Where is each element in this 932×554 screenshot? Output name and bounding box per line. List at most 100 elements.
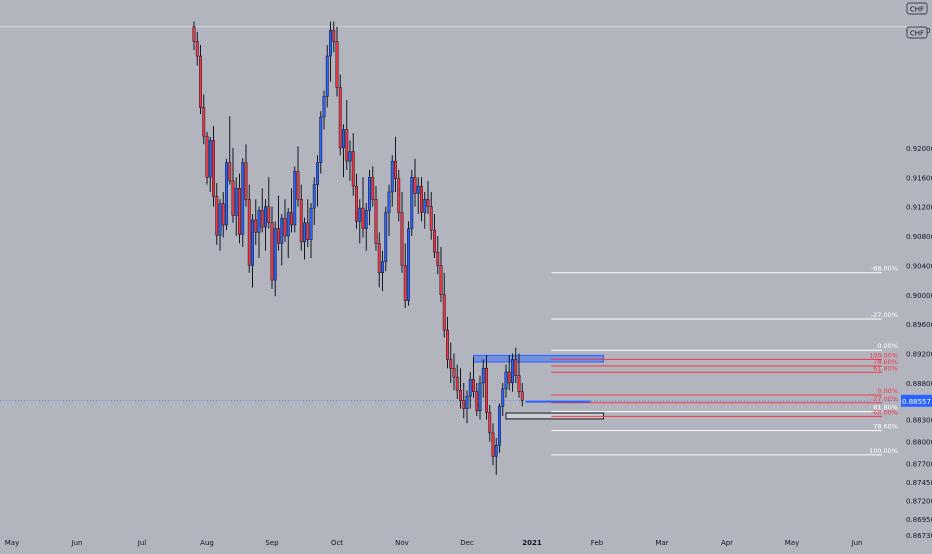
time-tick-label: Nov (395, 539, 409, 547)
candle-up (225, 162, 228, 226)
candle-up (322, 96, 326, 118)
candle-up (234, 188, 238, 216)
candle-down (195, 41, 199, 57)
candle-down (332, 30, 336, 42)
candle-up (498, 406, 501, 446)
candle-up (273, 228, 277, 281)
badges-layer: CHF CHF 0.88557 (901, 2, 932, 407)
symbol-badge-frame (906, 2, 928, 15)
candle-up (478, 382, 482, 412)
candle-down (238, 188, 241, 235)
candle-down (270, 222, 274, 281)
candle-down (472, 379, 475, 392)
candle-down (374, 199, 378, 244)
candle-up (293, 171, 297, 226)
candle-up (312, 184, 316, 209)
candle-down (306, 222, 310, 240)
candle-up (390, 160, 394, 193)
time-tick-label: Jun (851, 539, 863, 547)
symbol-badge[interactable]: CHF (906, 2, 928, 15)
candle-down (475, 391, 479, 412)
candle-up (280, 218, 284, 244)
candle-up (257, 210, 261, 233)
fib-level-label: 100.00% (869, 351, 898, 359)
candle-down (254, 219, 258, 233)
time-tick-label: Aug (200, 539, 214, 547)
candle-up (251, 219, 254, 266)
candle-up (358, 207, 362, 222)
candle-down (247, 199, 251, 266)
candle-up (368, 177, 371, 211)
candle-down (345, 129, 349, 162)
time-tick-label: Jul (137, 539, 147, 547)
candle-down (371, 177, 375, 200)
candle-up (381, 261, 384, 273)
candle-down (442, 294, 446, 331)
fib-level-label: -27.00% (871, 395, 898, 403)
fib-level-label: -27.00% (871, 311, 898, 319)
fib-level-label: 0.00% (877, 342, 898, 350)
candle-down (420, 185, 423, 213)
candle-down (426, 199, 430, 207)
candle-up (241, 162, 245, 235)
candle-down (212, 140, 215, 197)
candle-down (459, 390, 462, 401)
candle-up (218, 203, 222, 236)
candle-down (199, 55, 202, 108)
candle-down (231, 180, 235, 216)
candle-up (465, 395, 469, 409)
candle-down (433, 229, 436, 253)
candle-down (452, 367, 456, 378)
candle-down (517, 375, 521, 392)
time-axis[interactable]: May Jun Jul Aug Sep Oct Nov Dec 2021 Feb Mar Apr May… (5, 539, 863, 547)
candle-down (436, 251, 440, 266)
fib-level-label: 100.00% (869, 447, 898, 455)
fib-level-label: 78.60% (873, 423, 898, 431)
fib-level-label: -68.00% (871, 265, 898, 273)
candles-layer (192, 21, 524, 475)
time-tick-label: Sep (265, 539, 279, 547)
candle-down (277, 228, 280, 244)
candle-down (455, 376, 459, 391)
candle-down (244, 162, 248, 200)
candle-down (514, 359, 518, 376)
current-price-label: 0.88557 (902, 398, 931, 406)
candle-down (355, 185, 358, 222)
time-tick-label: Feb (591, 539, 604, 547)
time-tick-label: Mar (655, 539, 668, 547)
resistance-zone[interactable] (473, 354, 604, 363)
candle-down (397, 178, 401, 213)
time-tick-label: Oct (331, 539, 343, 547)
time-tick-label: May (785, 539, 799, 547)
candle-up (208, 140, 212, 178)
candle-up (384, 212, 388, 262)
candle-down (260, 210, 264, 228)
candle-down (520, 391, 524, 401)
current-price-badge: 0.88557 (901, 394, 932, 407)
candle-down (449, 359, 453, 369)
fibonacci-layer: -68.00%-27.00%0.00%100.00%78.60%61.80%0.… (551, 265, 898, 456)
current-price-badge-fill (901, 394, 932, 407)
candle-down (228, 162, 232, 182)
candle-down (403, 265, 407, 301)
time-tick-label: Jun (71, 539, 83, 547)
currency-badge[interactable]: CHF (906, 26, 928, 39)
fib-level-label: 61.80% (873, 364, 898, 372)
candle-down (491, 432, 495, 457)
fib-level-label: 78.60% (873, 358, 898, 366)
candle-down (462, 400, 466, 409)
